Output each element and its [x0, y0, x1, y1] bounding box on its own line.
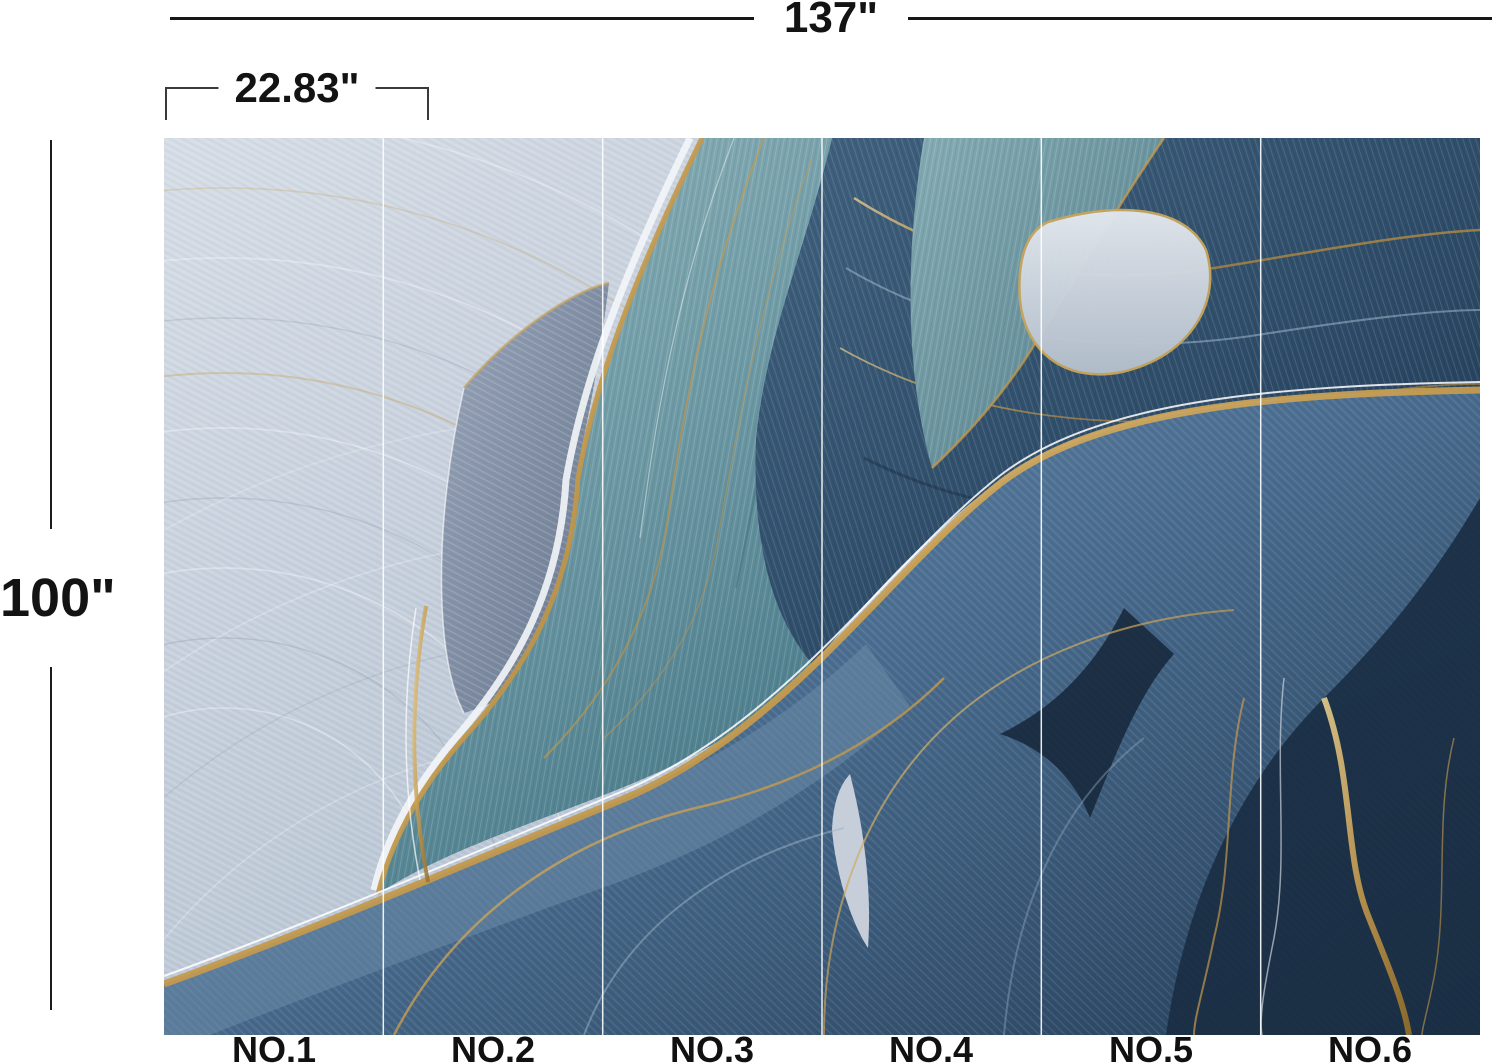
- panel-label-3: NO.3: [669, 1029, 755, 1064]
- panel-label-5: NO.5: [1108, 1029, 1194, 1064]
- height-dimension-label: 100": [0, 529, 124, 667]
- dimension-line-right: [908, 16, 1492, 20]
- panel-label-6: NO.6: [1327, 1029, 1413, 1064]
- width-dimension: 137": [170, 0, 1492, 40]
- panel-label-2: NO.2: [450, 1029, 536, 1064]
- width-dimension-label: 137": [783, 0, 879, 42]
- panel-label-1: NO.1: [231, 1029, 317, 1064]
- wallpaper-mural-preview: [164, 138, 1480, 1035]
- panel-width-dimension-label: 22.83": [218, 67, 376, 110]
- gold-vein-center: [405, 605, 430, 883]
- silver-patch: [1018, 208, 1212, 376]
- panel-label-4: NO.4: [888, 1029, 974, 1064]
- panel-dividers: [382, 138, 1262, 1035]
- panel-width-dimension: 22.83": [165, 67, 429, 120]
- dimension-line-left: [170, 16, 754, 20]
- mural-artwork: [164, 138, 1480, 1035]
